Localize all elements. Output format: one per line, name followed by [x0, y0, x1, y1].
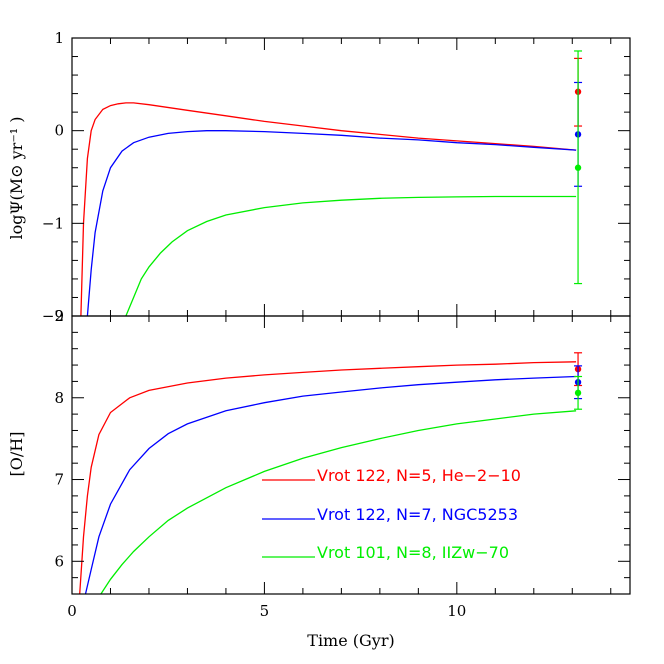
plot-frame-1 — [71, 315, 631, 595]
ticks-1 — [71, 315, 630, 595]
legend-label-1: Vrot 122, N=7, NGC5253 — [317, 505, 518, 524]
legend-label-2: Vrot 101, N=8, IIZw−70 — [317, 543, 509, 562]
series-line-0-2 — [125, 195, 577, 316]
series-line-0-0 — [80, 102, 577, 316]
x-tick-label-1: 5 — [260, 602, 270, 620]
y-tick-label-1-2: 8 — [54, 389, 64, 407]
y-tick-label-0-1: −1 — [42, 214, 64, 232]
y-tick-label-0-0: −2 — [42, 307, 64, 325]
legend-label-0: Vrot 122, N=5, He−2−10 — [317, 466, 521, 485]
y-tick-label-1-0: 6 — [54, 552, 64, 570]
y-tick-label-0-3: 1 — [54, 29, 64, 47]
y-tick-label-1-1: 7 — [54, 471, 64, 489]
series-line-1-1 — [84, 375, 577, 594]
x-axis-label: Time (Gyr) — [307, 631, 394, 650]
series-line-1-0 — [79, 361, 577, 594]
data-point-0-2 — [574, 50, 583, 285]
series-line-0-1 — [86, 130, 577, 316]
data-point-1-2 — [574, 375, 583, 410]
series-line-1-2 — [100, 410, 577, 594]
top-panel: −2 −1 0 1 — [42, 29, 631, 325]
ticks-0 — [71, 37, 630, 317]
plot-frame-0 — [71, 37, 631, 317]
y-axis-label-bottom: [O/H] — [7, 432, 26, 477]
legend: Vrot 122, N=5, He−2−10 Vrot 122, N=7, NGC… — [262, 466, 521, 562]
x-tick-label-0: 0 — [67, 602, 77, 620]
x-tick-label-2: 10 — [447, 602, 466, 620]
y-axis-label-top: logΨ(M⊙ yr⁻¹ ) — [7, 116, 26, 239]
y-tick-label-1-3: 9 — [54, 307, 64, 325]
y-tick-label-0-2: 0 — [54, 122, 64, 140]
